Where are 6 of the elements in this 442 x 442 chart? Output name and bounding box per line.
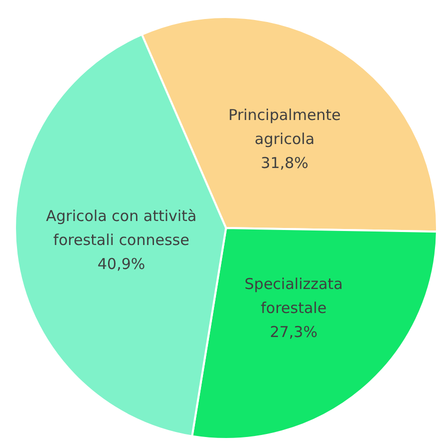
slice-label: Agricola con attività forestali connesse [46,206,197,249]
data-label: 40,9% [97,254,146,273]
data-label: 27,3% [270,322,318,341]
data-label: 31,8% [260,154,308,172]
slice-label: Specializzata forestale [244,274,343,317]
slice-label: Principalmente agricola [228,106,341,148]
